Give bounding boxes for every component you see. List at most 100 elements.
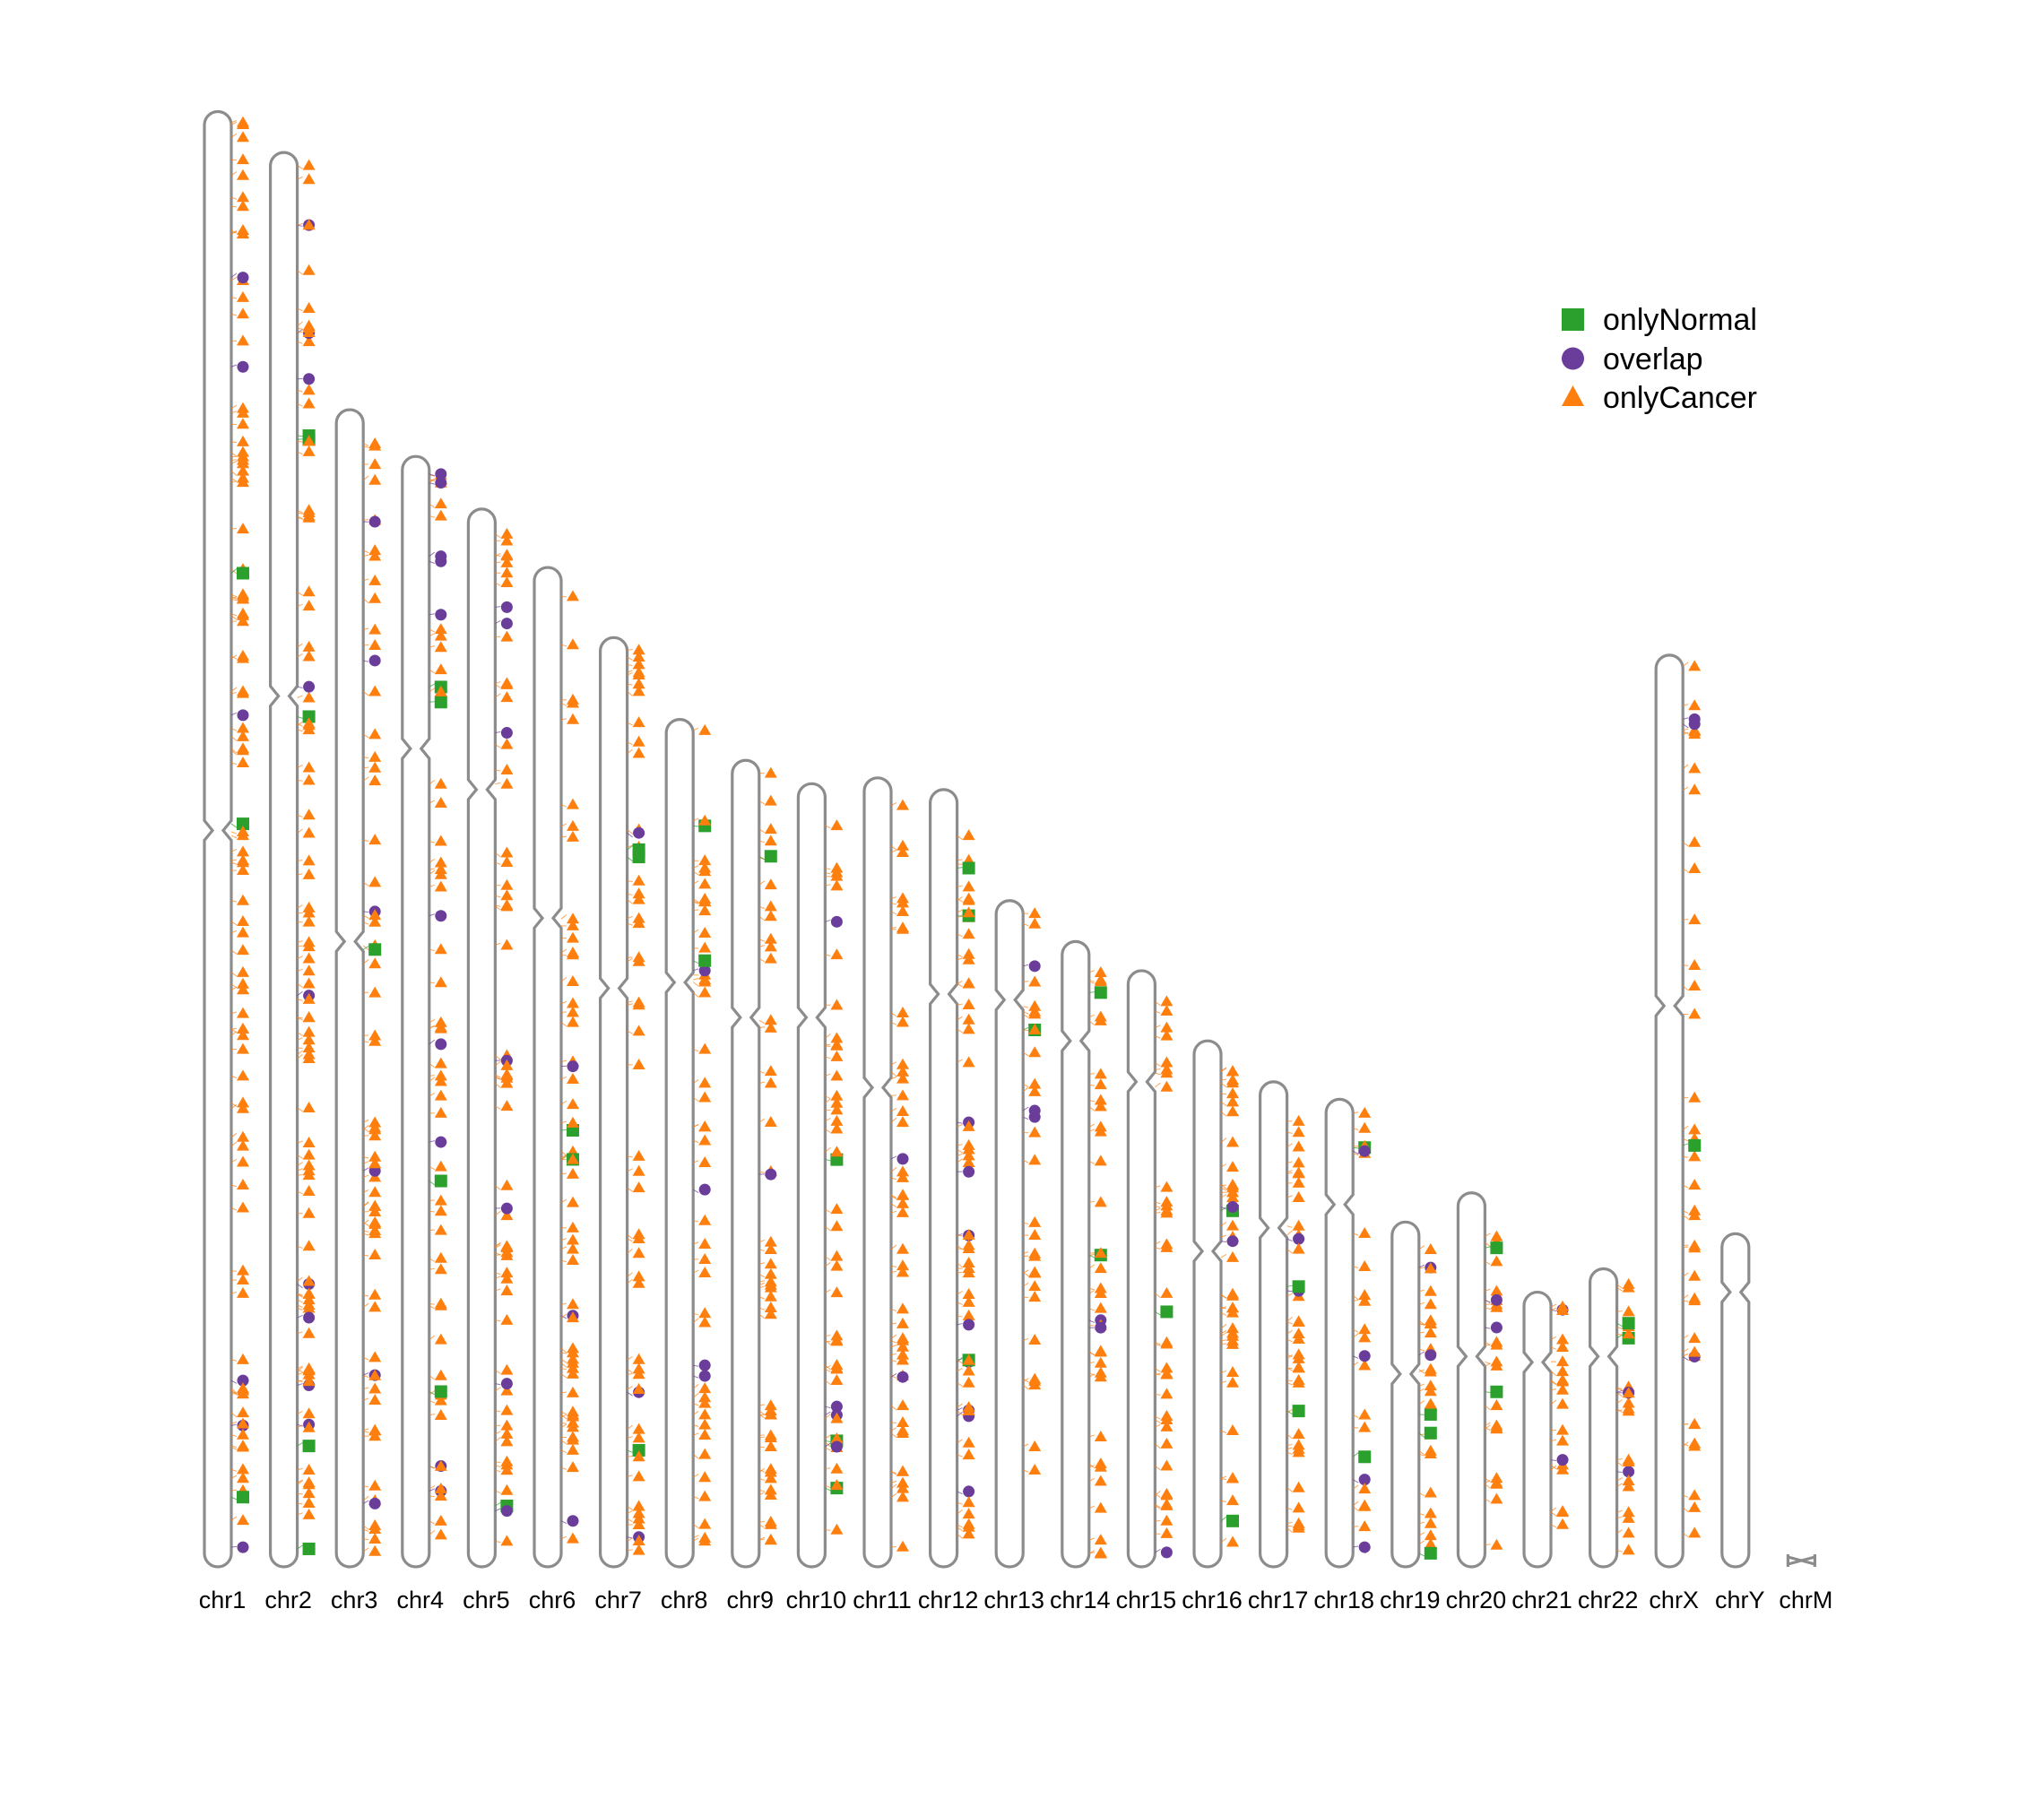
marker-connector-chr6-25	[560, 1440, 567, 1445]
marker-connector-chr2-65	[297, 1365, 303, 1370]
marker-onlyCancer-chr5-13	[500, 889, 514, 901]
marker-connector-chr2-21	[297, 512, 303, 515]
marker-connector-chr20-15	[1485, 1362, 1491, 1367]
marker-onlyCancer-chr15-0	[1160, 995, 1174, 1007]
marker-connector-chr8-30	[692, 1393, 699, 1398]
marker-onlyCancer-chr1-69	[237, 977, 249, 989]
marker-connector-chr1-45	[230, 1141, 238, 1147]
marker-onlyCancer-chr15-10	[1160, 1336, 1174, 1347]
marker-onlyCancer-chr17-19	[1292, 1446, 1305, 1457]
marker-onlyCancer-chr12-49	[962, 1520, 975, 1532]
marker-connector-chr17-11	[1286, 1382, 1293, 1386]
marker-connector-chr11-0	[890, 1094, 897, 1096]
marker-onlyCancer-chr19-17	[1424, 1397, 1437, 1409]
marker-onlyCancer-chr3-41	[368, 1029, 382, 1041]
marker-connector-chr11-31	[890, 1061, 897, 1066]
marker-onlyCancer-chr6-37	[567, 1254, 579, 1266]
marker-onlyCancer-chr11-27	[896, 922, 909, 934]
marker-connector-chr3-58	[363, 1230, 369, 1232]
marker-overlap-chr10-28	[830, 1440, 843, 1453]
marker-onlyCancer-chr1-7	[237, 1273, 249, 1284]
marker-connector-chr18-1	[1352, 1328, 1359, 1333]
marker-connector-chr18-22	[1352, 1484, 1359, 1490]
marker-connector-chr9-41	[758, 1521, 765, 1523]
marker-connector-chr19-4	[1418, 1492, 1425, 1497]
marker-onlyCancer-chr10-42	[830, 1329, 844, 1341]
marker-onlyCancer-chr15-25	[1160, 1181, 1174, 1192]
marker-onlyCancer-chr17-32	[1292, 1316, 1305, 1328]
marker-connector-chr2-79	[297, 721, 303, 726]
marker-connector-chr21-2	[1550, 1465, 1557, 1471]
marker-connector-chr4-57	[429, 688, 436, 693]
marker-connector-chr3-15	[363, 991, 369, 994]
marker-connector-chr1-77	[230, 452, 238, 457]
chromosome-label-chr22: chr22	[1578, 1587, 1639, 1613]
chromosome-chr7	[599, 636, 629, 1569]
marker-onlyCancer-chr17-17	[1292, 1176, 1305, 1188]
marker-overlap-chr4-47	[435, 1136, 447, 1148]
marker-onlyCancer-chr14-23	[1094, 1120, 1107, 1132]
marker-onlyCancer-chr2-69	[302, 1137, 316, 1148]
marker-connector-chr2-71	[297, 1467, 303, 1471]
marker-onlyCancer-chr5-7	[500, 763, 514, 774]
marker-connector-chr3-22	[363, 578, 369, 582]
marker-onlyCancer-chr5-2	[500, 777, 514, 789]
marker-connector-chr3-44	[363, 443, 369, 446]
marker-onlyCancer-chr11-17	[896, 839, 909, 851]
marker-onlyCancer-chr1-59	[237, 1472, 249, 1483]
marker-connector-chr8-14	[692, 1384, 699, 1389]
marker-onlyCancer-chrX-19	[1688, 660, 1702, 671]
marker-connector-chr6-40	[560, 1423, 567, 1428]
marker-onlyCancer-chr21-0	[1556, 1355, 1569, 1367]
marker-onlyCancer-chr18-6	[1358, 1331, 1372, 1343]
marker-onlyCancer-chr2-1	[302, 445, 316, 456]
marker-connector-chr11-38	[890, 1012, 897, 1017]
marker-onlyCancer-chr13-29	[1028, 1126, 1042, 1137]
marker-onlyCancer-chr2-80	[302, 1327, 316, 1338]
marker-connector-chr2-49	[297, 722, 303, 727]
marker-onlyCancer-chr7-50	[632, 666, 645, 678]
marker-onlyCancer-chr1-91	[237, 1384, 249, 1396]
marker-connector-chr3-43	[362, 914, 369, 919]
marker-onlyCancer-chr16-14	[1226, 1095, 1239, 1107]
marker-connector-chr7-27	[627, 957, 633, 963]
marker-connector-chr1-47	[230, 1103, 238, 1110]
marker-connector-chr16-21	[1220, 1339, 1227, 1342]
marker-connector-chr18-15	[1352, 1355, 1359, 1359]
marker-connector-chr7-48	[627, 1356, 633, 1361]
marker-onlyCancer-chr6-27	[567, 819, 579, 831]
marker-onlyCancer-chr9-35	[764, 1408, 777, 1420]
marker-onlyCancer-chr2-6	[302, 761, 316, 773]
marker-connector-chr4-53	[429, 701, 435, 703]
chromosome-chr8	[664, 718, 695, 1569]
marker-connector-chr1-84	[230, 712, 238, 716]
marker-connector-chr2-87	[297, 1544, 303, 1550]
marker-connector-chr8-43	[693, 909, 699, 912]
marker-connector-chr9-4	[758, 1262, 765, 1265]
marker-connector-chr2-18	[297, 1245, 303, 1250]
marker-connector-chr12-16	[957, 1524, 963, 1528]
marker-connector-chrX-0	[1682, 1272, 1689, 1277]
marker-connector-chr10-14	[825, 1434, 831, 1440]
marker-connector-chr4-38	[429, 1305, 436, 1310]
marker-connector-chr8-38	[692, 1535, 699, 1539]
marker-onlyCancer-chr14-0	[1094, 1100, 1107, 1111]
marker-onlyCancer-chr9-36	[764, 1281, 777, 1293]
marker-onlyCancer-chr14-3	[1094, 1262, 1107, 1274]
marker-connector-chr13-18	[1022, 1051, 1029, 1057]
marker-connector-chr1-2	[230, 593, 238, 598]
marker-connector-chr7-33	[627, 741, 633, 746]
marker-onlyNormal-chr20-17	[1490, 1241, 1503, 1255]
marker-onlyCancer-chr16-4	[1226, 1219, 1239, 1231]
marker-onlyCancer-chr1-13	[237, 915, 249, 927]
marker-onlyCancer-chr15-2	[1160, 1362, 1174, 1373]
marker-connector-chr5-20	[495, 1464, 501, 1468]
marker-connector-chr1-10	[230, 655, 238, 660]
marker-onlyCancer-chr16-3	[1226, 1376, 1239, 1388]
marker-onlyCancer-chr2-90	[302, 901, 316, 912]
chromosome-chr17	[1259, 1080, 1289, 1569]
marker-onlyNormal-chr19-24	[1424, 1426, 1437, 1440]
marker-connector-chr6-28	[560, 1302, 567, 1305]
marker-connector-chr12-41	[957, 1271, 963, 1274]
marker-onlyCancer-chr6-54	[567, 919, 579, 930]
